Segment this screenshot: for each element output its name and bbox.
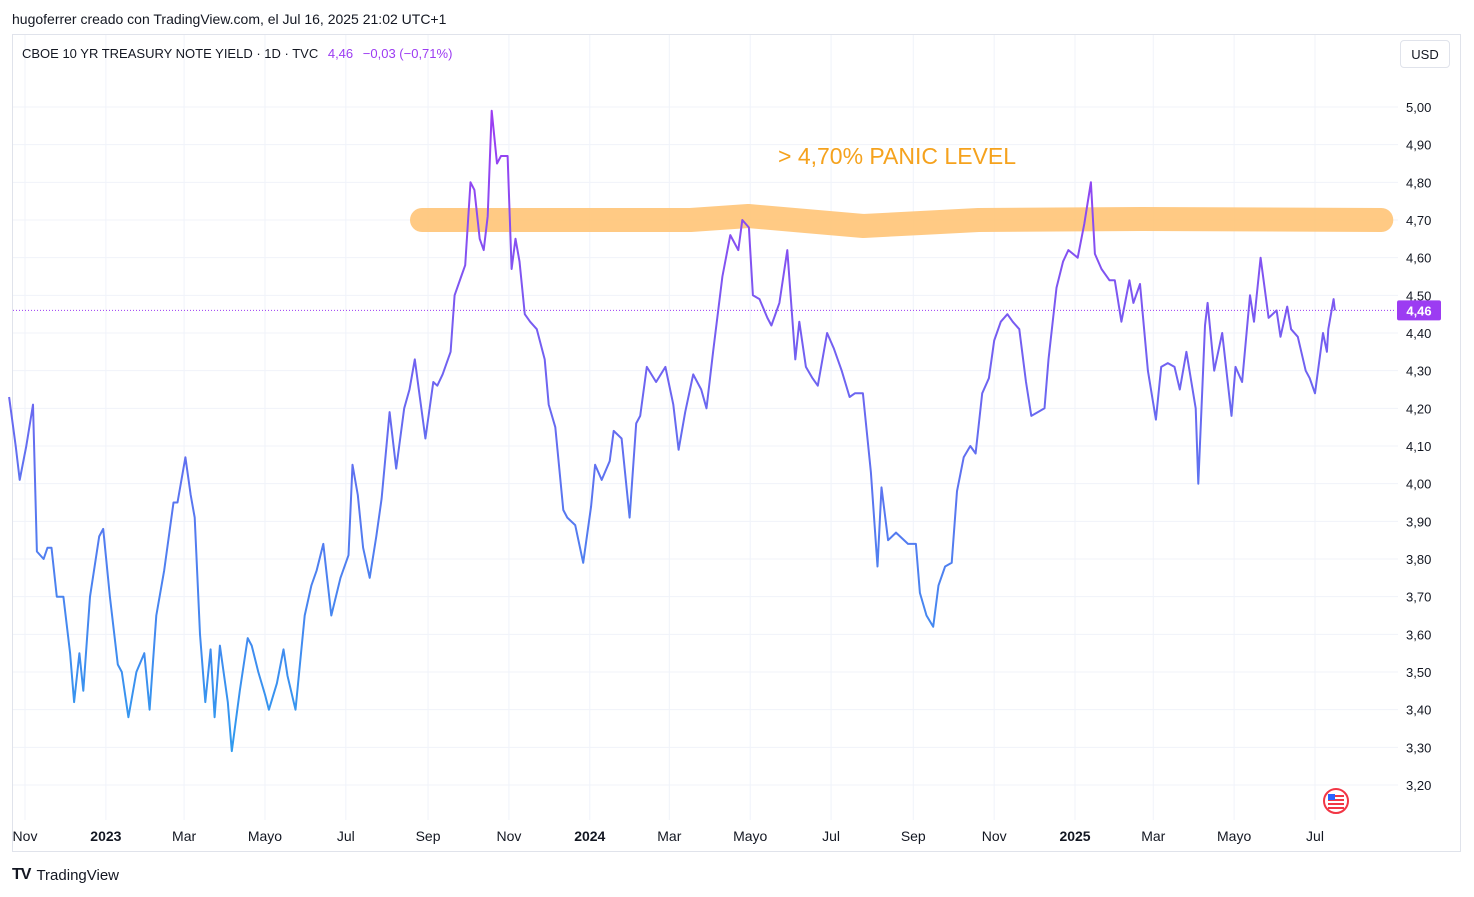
- x-tick-label: Mayo: [1217, 828, 1251, 844]
- x-tick-label: Mar: [172, 828, 196, 844]
- panic-zone-layer: [410, 204, 1394, 238]
- y-tick-label: 4,40: [1406, 326, 1431, 341]
- x-tick-label: 2023: [90, 828, 121, 844]
- x-tick-label: Jul: [337, 828, 355, 844]
- tradingview-logo[interactable]: TV TradingView: [12, 866, 119, 884]
- y-tick-label: 4,70: [1406, 213, 1431, 228]
- flag-stripe: [1328, 807, 1344, 809]
- x-tick-label: Sep: [901, 828, 926, 844]
- y-tick-label: 4,80: [1406, 175, 1431, 190]
- y-tick-label: 4,50: [1406, 288, 1431, 303]
- symbol-change: −0,03 (−0,71%): [362, 46, 453, 61]
- y-tick-label: 3,20: [1406, 778, 1431, 793]
- x-tick-label: 2025: [1059, 828, 1090, 844]
- y-tick-label: 3,50: [1406, 665, 1431, 680]
- panic-level-zone: [410, 204, 1394, 238]
- yield-series-line[interactable]: [8, 109, 1336, 753]
- y-tick-label: 4,20: [1406, 401, 1431, 416]
- series-layer: [8, 109, 1396, 753]
- y-tick-label: 3,90: [1406, 514, 1431, 529]
- grid: [13, 35, 1398, 820]
- flag-canton: [1328, 794, 1335, 800]
- axis-layer: 5,00 4,90 4,80 4,70 4,60 4,50 4,40 4,30 4,20 4,10…: [13, 100, 1441, 844]
- x-tick-label: 2024: [574, 828, 605, 844]
- x-tick-label: Nov: [496, 828, 521, 844]
- last-price-label: 4,46: [1406, 303, 1431, 318]
- y-tick-label: 4,00: [1406, 477, 1431, 492]
- symbol-last-value: 4,46: [327, 46, 354, 61]
- x-tick-label: Mayo: [733, 828, 767, 844]
- x-tick-label: Sep: [416, 828, 441, 844]
- y-tick-label: 3,80: [1406, 552, 1431, 567]
- x-tick-label: Mar: [1141, 828, 1165, 844]
- tradingview-logo-icon: TV: [12, 866, 31, 883]
- x-tick-label: Jul: [822, 828, 840, 844]
- x-tick-label: Mar: [657, 828, 681, 844]
- flag-stripe: [1328, 803, 1344, 805]
- y-tick-label: 3,70: [1406, 590, 1431, 605]
- y-tick-label: 4,60: [1406, 251, 1431, 266]
- x-tick-label: Mayo: [248, 828, 282, 844]
- y-tick-label: 5,00: [1406, 100, 1431, 115]
- flag-stripe: [1328, 795, 1344, 797]
- chart-frame: [12, 34, 1461, 852]
- symbol-legend[interactable]: CBOE 10 YR TREASURY NOTE YIELD · 1D · TV…: [22, 46, 452, 61]
- y-tick-label: 4,10: [1406, 439, 1431, 454]
- annotation-layer: > 4,70% PANIC LEVEL: [778, 143, 1349, 814]
- y-tick-label: 3,60: [1406, 627, 1431, 642]
- y-tick-label: 3,40: [1406, 703, 1431, 718]
- x-tick-label: Jul: [1306, 828, 1324, 844]
- panic-level-annotation: > 4,70% PANIC LEVEL: [778, 143, 1016, 169]
- x-tick-label: Nov: [982, 828, 1007, 844]
- currency-button[interactable]: USD: [1400, 40, 1450, 68]
- y-tick-label: 4,90: [1406, 138, 1431, 153]
- last-price-badge: [1397, 300, 1441, 321]
- y-tick-label: 3,30: [1406, 740, 1431, 755]
- x-tick-label: Nov: [13, 828, 38, 844]
- symbol-name: CBOE 10 YR TREASURY NOTE YIELD · 1D · TV…: [22, 46, 319, 61]
- tradingview-brand: TradingView: [36, 866, 119, 884]
- flag-stripe: [1328, 799, 1344, 801]
- chart-caption: hugoferrer creado con TradingView.com, e…: [12, 11, 447, 27]
- y-tick-label: 4,30: [1406, 364, 1431, 379]
